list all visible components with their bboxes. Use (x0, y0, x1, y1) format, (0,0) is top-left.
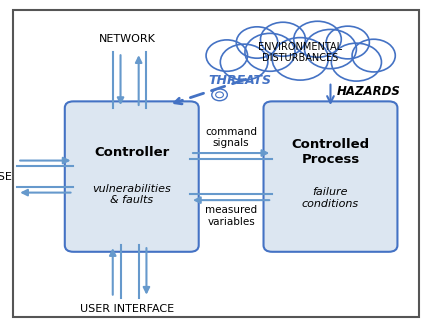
Text: measured
variables: measured variables (205, 205, 257, 227)
Text: ENVIRONMENTAL
DISTURBANCES: ENVIRONMENTAL DISTURBANCES (258, 42, 342, 63)
FancyBboxPatch shape (65, 101, 199, 252)
Text: failure
conditions: failure conditions (302, 187, 359, 209)
Circle shape (305, 29, 356, 69)
Circle shape (352, 39, 395, 72)
Text: vulnerabilities
& faults: vulnerabilities & faults (92, 184, 171, 205)
Text: NETWORK: NETWORK (99, 34, 156, 44)
Text: USER INTERFACE: USER INTERFACE (80, 304, 175, 314)
Text: Controlled
Process: Controlled Process (292, 138, 369, 166)
Circle shape (206, 40, 248, 71)
Text: DATABASE: DATABASE (0, 172, 13, 181)
Circle shape (260, 22, 305, 56)
Circle shape (245, 33, 295, 71)
Text: HAZARDS: HAZARDS (337, 85, 401, 98)
Circle shape (331, 43, 381, 81)
Circle shape (294, 21, 341, 57)
Text: Controller: Controller (94, 146, 169, 159)
FancyBboxPatch shape (264, 101, 397, 252)
Circle shape (220, 44, 268, 80)
Circle shape (326, 26, 369, 59)
Text: command
signals: command signals (205, 127, 257, 148)
Circle shape (236, 27, 278, 58)
Text: THREATS: THREATS (208, 74, 271, 87)
Circle shape (272, 38, 328, 80)
